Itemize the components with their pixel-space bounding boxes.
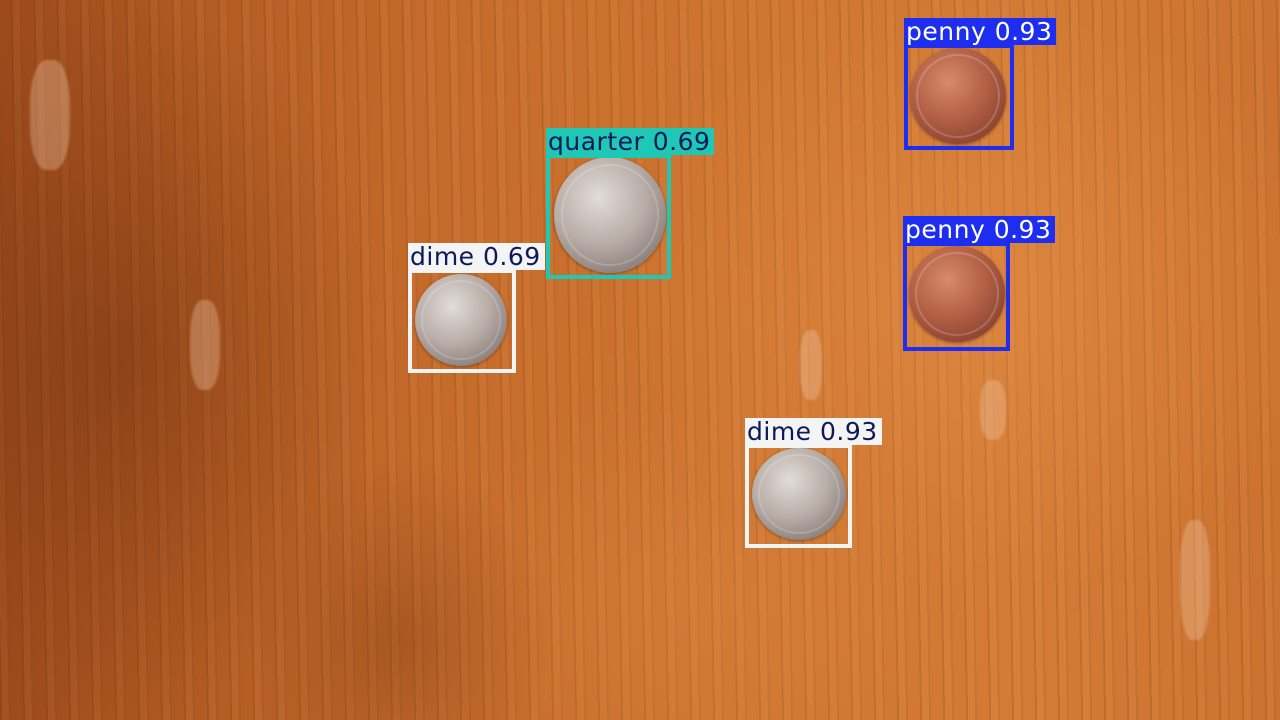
confidence-score: 0.93 (993, 215, 1052, 244)
detection-box: dime 0.93 (745, 418, 882, 548)
quarter-coin (554, 157, 666, 273)
detection-box: quarter 0.69 (546, 128, 715, 279)
wood-light-streak (980, 380, 1006, 440)
penny-coin (909, 246, 1005, 342)
wood-light-streak (1180, 520, 1210, 640)
class-name: dime (410, 242, 475, 271)
detection-box: penny 0.93 (904, 18, 1057, 150)
wood-light-streak (800, 330, 822, 400)
class-name: penny (905, 215, 986, 244)
class-name: penny (906, 17, 987, 46)
penny-coin (910, 48, 1006, 144)
detection-label: quarter 0.69 (546, 127, 715, 156)
dime-coin (752, 448, 846, 540)
wood-light-streak (190, 300, 220, 390)
wood-light-streak (30, 60, 70, 170)
class-name: dime (747, 417, 812, 446)
dime-coin (415, 274, 507, 366)
detection-box: penny 0.93 (903, 216, 1056, 351)
detection-label: dime 0.93 (745, 418, 882, 445)
detection-label: penny 0.93 (903, 215, 1056, 244)
class-name: quarter (548, 127, 645, 156)
confidence-score: 0.69 (483, 242, 541, 271)
detection-box: dime 0.69 (408, 243, 545, 373)
confidence-score: 0.93 (994, 17, 1053, 46)
detection-label: penny 0.93 (904, 17, 1057, 46)
detection-label: dime 0.69 (408, 243, 545, 270)
confidence-score: 0.69 (652, 127, 711, 156)
confidence-score: 0.93 (820, 417, 878, 446)
